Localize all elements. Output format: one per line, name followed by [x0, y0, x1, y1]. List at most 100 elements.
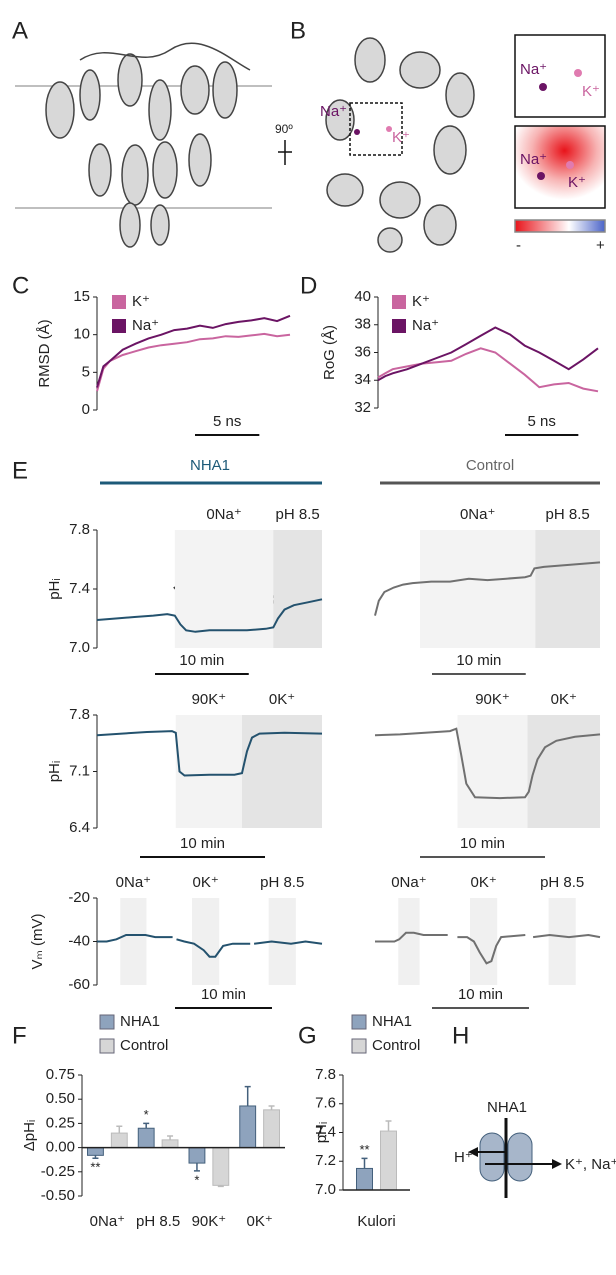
- x-tick-label: 90K⁺: [192, 1213, 227, 1230]
- trace: [96, 598, 323, 633]
- scale-bar-label: 10 min: [456, 652, 501, 669]
- bar: [239, 1105, 257, 1149]
- rotation-label: 90º: [275, 122, 293, 136]
- condition-label: 0K⁺: [192, 874, 218, 891]
- legend-label: NHA1: [120, 1013, 160, 1030]
- y-tick-label: 5: [82, 363, 90, 380]
- panel-label: F: [12, 1022, 27, 1049]
- group-title: Control: [466, 457, 514, 474]
- y-tick-label: 0.50: [46, 1090, 75, 1107]
- error-bar: [116, 1125, 123, 1134]
- bar: [137, 1127, 155, 1149]
- y-tick-label: 7.4: [69, 580, 90, 597]
- condition-label: 0K⁺: [551, 691, 577, 708]
- scale-bar-label: 10 min: [460, 835, 505, 852]
- panel-label: E: [12, 457, 28, 484]
- bar: [356, 1167, 373, 1191]
- significance: **: [90, 1160, 100, 1175]
- y-tick-label: -20: [68, 889, 90, 906]
- y-axis-label: ΔpHᵢ: [21, 1120, 38, 1152]
- legend-swatch: [99, 1038, 115, 1054]
- y-tick-label: 0.00: [46, 1139, 75, 1156]
- condition-label: 0K⁺: [269, 691, 295, 708]
- trace: [96, 314, 291, 388]
- condition-label: pH 8.5: [546, 506, 590, 523]
- y-tick-label: -0.25: [41, 1163, 75, 1180]
- condition-shade: [527, 715, 600, 828]
- error-bar: [167, 1135, 174, 1140]
- y-axis-label: RMSD (Å): [36, 319, 53, 387]
- y-tick-label: 40: [354, 288, 371, 305]
- x-tick-label: pH 8.5: [136, 1213, 180, 1230]
- y-tick-label: -40: [68, 932, 90, 949]
- condition-shade: [192, 898, 220, 985]
- y-axis-label: pHᵢ: [46, 578, 63, 600]
- rotation-icon: [278, 140, 292, 165]
- error-bar: [244, 1085, 251, 1106]
- condition-label: 0Na⁺: [391, 874, 426, 891]
- trace: [377, 347, 599, 393]
- condition-label: 90K⁺: [192, 691, 227, 708]
- scale-bar-label: 10 min: [458, 986, 503, 1003]
- ion-label: Na⁺: [320, 103, 347, 120]
- legend-label: Control: [372, 1037, 420, 1054]
- legend-label: NHA1: [372, 1013, 412, 1030]
- y-tick-label: 10: [73, 326, 90, 343]
- condition-shade: [548, 898, 576, 985]
- x-tick-label: 0Na⁺: [90, 1213, 125, 1230]
- condition-label: pH 8.5: [276, 506, 320, 523]
- scale-bar-label: 5 ns: [213, 413, 241, 430]
- error-bar: [143, 1122, 150, 1129]
- scale-bar-label: 10 min: [201, 986, 246, 1003]
- y-tick-label: 7.1: [69, 762, 90, 779]
- panel-label: C: [12, 272, 29, 299]
- y-tick-label: 7.8: [315, 1066, 336, 1083]
- panel-label: A: [12, 17, 28, 44]
- condition-shade: [398, 898, 420, 985]
- trace: [374, 727, 601, 800]
- structure-b: [325, 34, 606, 253]
- legend-label: Control: [120, 1037, 168, 1054]
- y-tick-label: 0: [82, 401, 90, 418]
- condition-label: 0Na⁺: [206, 506, 241, 523]
- y-tick-label: 7.6: [315, 1095, 336, 1112]
- ion-label: K⁺, Na⁺: [565, 1156, 616, 1173]
- y-tick-label: 32: [354, 399, 371, 416]
- condition-shade: [535, 530, 600, 648]
- error-bar: [268, 1105, 275, 1110]
- bar: [212, 1147, 230, 1186]
- y-axis-label: Vₘ (mV): [29, 913, 46, 969]
- ion-label: Na⁺: [520, 151, 547, 168]
- bar: [161, 1139, 179, 1149]
- significance: **: [359, 1142, 369, 1157]
- condition-label: 90K⁺: [475, 691, 510, 708]
- condition-shade: [457, 715, 528, 828]
- y-tick-label: 7.0: [315, 1181, 336, 1198]
- legend-swatch: [112, 319, 126, 333]
- panel-label: G: [298, 1022, 317, 1049]
- y-tick-label: 7.4: [315, 1123, 336, 1140]
- y-tick-label: 34: [354, 371, 371, 388]
- y-tick-label: 6.4: [69, 819, 90, 836]
- trace: [96, 332, 291, 392]
- y-tick-label: -0.50: [41, 1187, 75, 1204]
- error-bar: [193, 1163, 200, 1172]
- condition-shade: [420, 530, 536, 648]
- y-axis-label: pHᵢ: [46, 761, 63, 783]
- scale-bar-label: 10 min: [179, 652, 224, 669]
- ion-label: H⁺: [454, 1149, 473, 1166]
- trace: [96, 730, 323, 777]
- trace: [377, 326, 599, 382]
- trace: [97, 934, 323, 958]
- scale-bar-label: 10 min: [180, 835, 225, 852]
- bar: [87, 1147, 104, 1156]
- x-tick-label: Kulori: [357, 1213, 395, 1230]
- legend-swatch: [392, 295, 406, 309]
- trace: [375, 931, 601, 965]
- y-axis-label: pHᵢ: [313, 1122, 330, 1144]
- bar: [263, 1109, 280, 1149]
- y-tick-label: 7.8: [69, 706, 90, 723]
- bar: [188, 1147, 206, 1164]
- condition-label: 0Na⁺: [460, 506, 495, 523]
- ion-label: Na⁺: [520, 61, 547, 78]
